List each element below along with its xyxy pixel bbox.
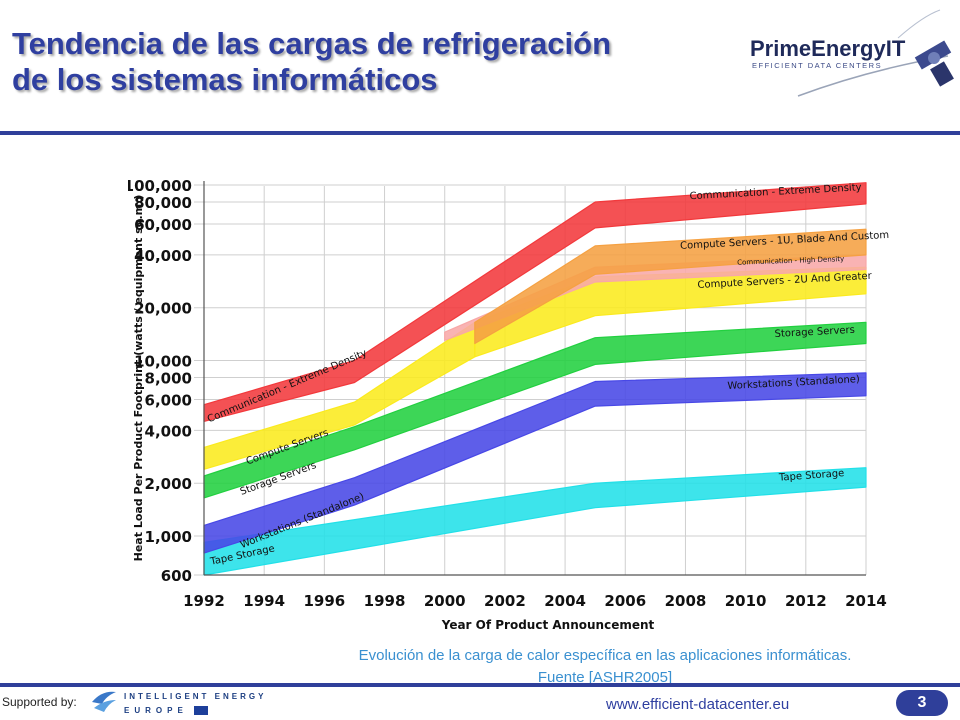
x-tick-label: 2000 xyxy=(424,592,466,610)
y-tick-label: 20,000 xyxy=(134,300,192,318)
y-tick-label: 40,000 xyxy=(134,247,192,265)
iee-line1: INTELLIGENT ENERGY xyxy=(124,692,266,701)
x-tick-label: 2004 xyxy=(544,592,586,610)
band-storage-servers xyxy=(203,321,867,499)
y-tick-label: 60,000 xyxy=(134,216,192,234)
caption-line2: Fuente [ASHR2005] xyxy=(537,669,673,686)
y-tick-label: 100,000 xyxy=(128,177,192,195)
website-url: www.efficient-datacenter.eu xyxy=(606,696,790,713)
band-label: Tape Storage xyxy=(778,468,845,484)
band-workstations-standalone xyxy=(203,372,867,554)
y-tick-label: 6,000 xyxy=(145,391,192,409)
x-axis-label: Year Of Product Announcement xyxy=(441,618,655,632)
top-rule xyxy=(0,131,960,135)
y-tick-label: 8,000 xyxy=(145,370,192,388)
y-tick-label: 1,000 xyxy=(145,528,192,546)
caption-line1: Evolución de la carga de calor específic… xyxy=(358,647,852,664)
band-compute-servers-1u-blade-and-custom xyxy=(474,228,867,345)
bottom-rule xyxy=(0,683,960,687)
y-tick-label: 10,000 xyxy=(134,353,192,371)
slide-title-line2: de los sistemas informáticos xyxy=(12,62,438,97)
x-tick-label: 1998 xyxy=(364,592,406,610)
y-axis-label: Heat Load Per Product Footprint (watts /… xyxy=(132,195,145,562)
iee-line2: EUROPE xyxy=(124,706,188,715)
y-tick-label: 600 xyxy=(161,567,192,585)
logo-text: PrimeEnergyIT xyxy=(750,36,906,61)
slide-title-line1: Tendencia de las cargas de refrigeración xyxy=(12,26,612,61)
band-label: Communication - High Density xyxy=(737,255,844,267)
figure-caption: Evolución de la carga de calor específic… xyxy=(275,645,935,689)
satellite-icon xyxy=(914,40,954,87)
x-tick-label: 2014 xyxy=(845,592,887,610)
intelligent-energy-europe-logo: INTELLIGENT ENERGY EUROPE xyxy=(92,691,266,715)
y-tick-label: 80,000 xyxy=(134,194,192,212)
x-tick-label: 1996 xyxy=(303,592,345,610)
x-tick-label: 1994 xyxy=(243,592,285,610)
primeenergyit-logo: PrimeEnergyIT EFFICIENT DATA CENTERS xyxy=(750,9,954,97)
iee-wing-icon xyxy=(92,691,116,712)
x-tick-label: 2002 xyxy=(484,592,526,610)
logo-subtext: EFFICIENT DATA CENTERS xyxy=(752,61,882,70)
x-tick-label: 2010 xyxy=(725,592,767,610)
chart-bands xyxy=(203,182,867,576)
x-tick-label: 1992 xyxy=(183,592,225,610)
x-tick-label: 2006 xyxy=(604,592,646,610)
x-tick-label: 2012 xyxy=(785,592,827,610)
page-number-badge: 3 xyxy=(896,690,948,716)
supported-by-label: Supported by: xyxy=(2,695,77,709)
y-tick-label: 4,000 xyxy=(145,422,192,440)
slide-title: Tendencia de las cargas de refrigeración… xyxy=(12,26,712,98)
y-tick-label: 2,000 xyxy=(145,475,192,493)
eu-flag-icon xyxy=(194,706,208,715)
band-communication-extreme-density xyxy=(203,182,867,422)
x-tick-label: 2008 xyxy=(665,592,707,610)
band-label: Storage Servers xyxy=(774,325,855,340)
